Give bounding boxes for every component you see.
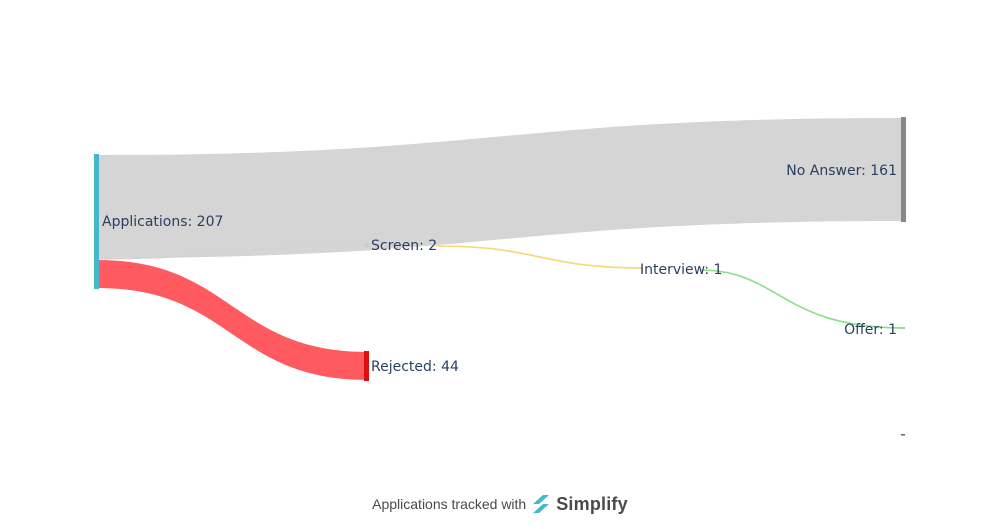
link-applications-to-screen [97,245,368,260]
node-label-no-answer: No Answer: 161 [786,163,897,179]
link-interview-to-offer [699,269,906,329]
link-applications-to-rejected [97,260,368,380]
node-label-rejected: Rejected: 44 [371,359,459,375]
link-screen-to-interview [435,245,644,269]
simplify-logo-icon [533,495,550,513]
node-bar-rejected [364,351,369,381]
footer-text: Applications tracked with [372,496,527,512]
node-bar-applications [94,154,99,289]
node-bar-screen [365,243,369,247]
node-bar-no-answer [901,117,906,222]
node-label-offer: Offer: 1 [844,322,897,338]
footer-attribution: Applications tracked with Simplify [0,491,1000,517]
node-bar-interview [640,267,643,269]
node-label-screen: Screen: 2 [371,238,437,254]
link-applications-to-no-answer [97,118,903,258]
node-label-applications: Applications: 207 [102,214,223,230]
node-label-interview: Interview: 1 [640,262,722,278]
node-bar-stub [901,434,905,436]
brand-name: Simplify [556,493,628,514]
node-bar-offer [901,327,905,329]
